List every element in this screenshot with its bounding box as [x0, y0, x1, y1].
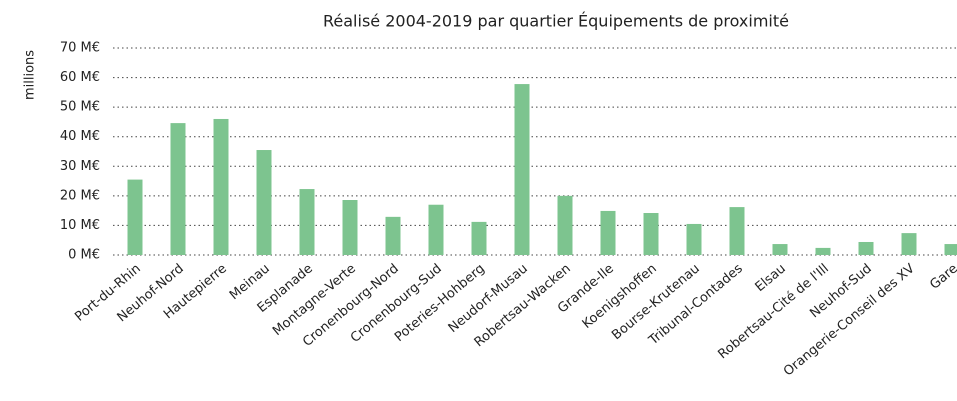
- y-tick-label: 0 M€: [68, 248, 100, 263]
- y-tick-label: 60 M€: [60, 70, 100, 85]
- bar: [557, 195, 573, 255]
- bar: [643, 213, 659, 255]
- bar: [514, 84, 530, 255]
- y-tick-label: 40 M€: [60, 129, 100, 144]
- x-tick-label: Gare: [927, 261, 957, 292]
- bar: [428, 204, 444, 255]
- bar: [772, 244, 788, 255]
- y-tick-label: 70 M€: [60, 41, 100, 56]
- y-tick-label: 30 M€: [60, 159, 100, 174]
- x-tick-label: Elsau: [753, 261, 789, 295]
- bar: [299, 189, 315, 255]
- bar: [944, 244, 957, 255]
- bar: [385, 216, 401, 255]
- bar: [342, 199, 358, 255]
- y-axis-label: millions: [23, 50, 38, 100]
- bar: [729, 207, 745, 255]
- bar: [858, 241, 874, 255]
- bar: [901, 233, 917, 255]
- bar: [256, 150, 272, 255]
- bar: [815, 247, 831, 255]
- y-tick-label: 50 M€: [60, 100, 100, 115]
- y-tick-label: 20 M€: [60, 188, 100, 203]
- y-tick-label: 10 M€: [60, 218, 100, 233]
- x-tick-label: Koenigshoffen: [580, 261, 660, 332]
- bar: [600, 210, 616, 255]
- chart-title: Réalisé 2004-2019 par quartier Équipemen…: [323, 12, 789, 31]
- bar: [127, 179, 143, 255]
- bar: [213, 118, 229, 255]
- bar: [471, 221, 487, 255]
- bar: [686, 223, 702, 255]
- bar: [170, 123, 186, 256]
